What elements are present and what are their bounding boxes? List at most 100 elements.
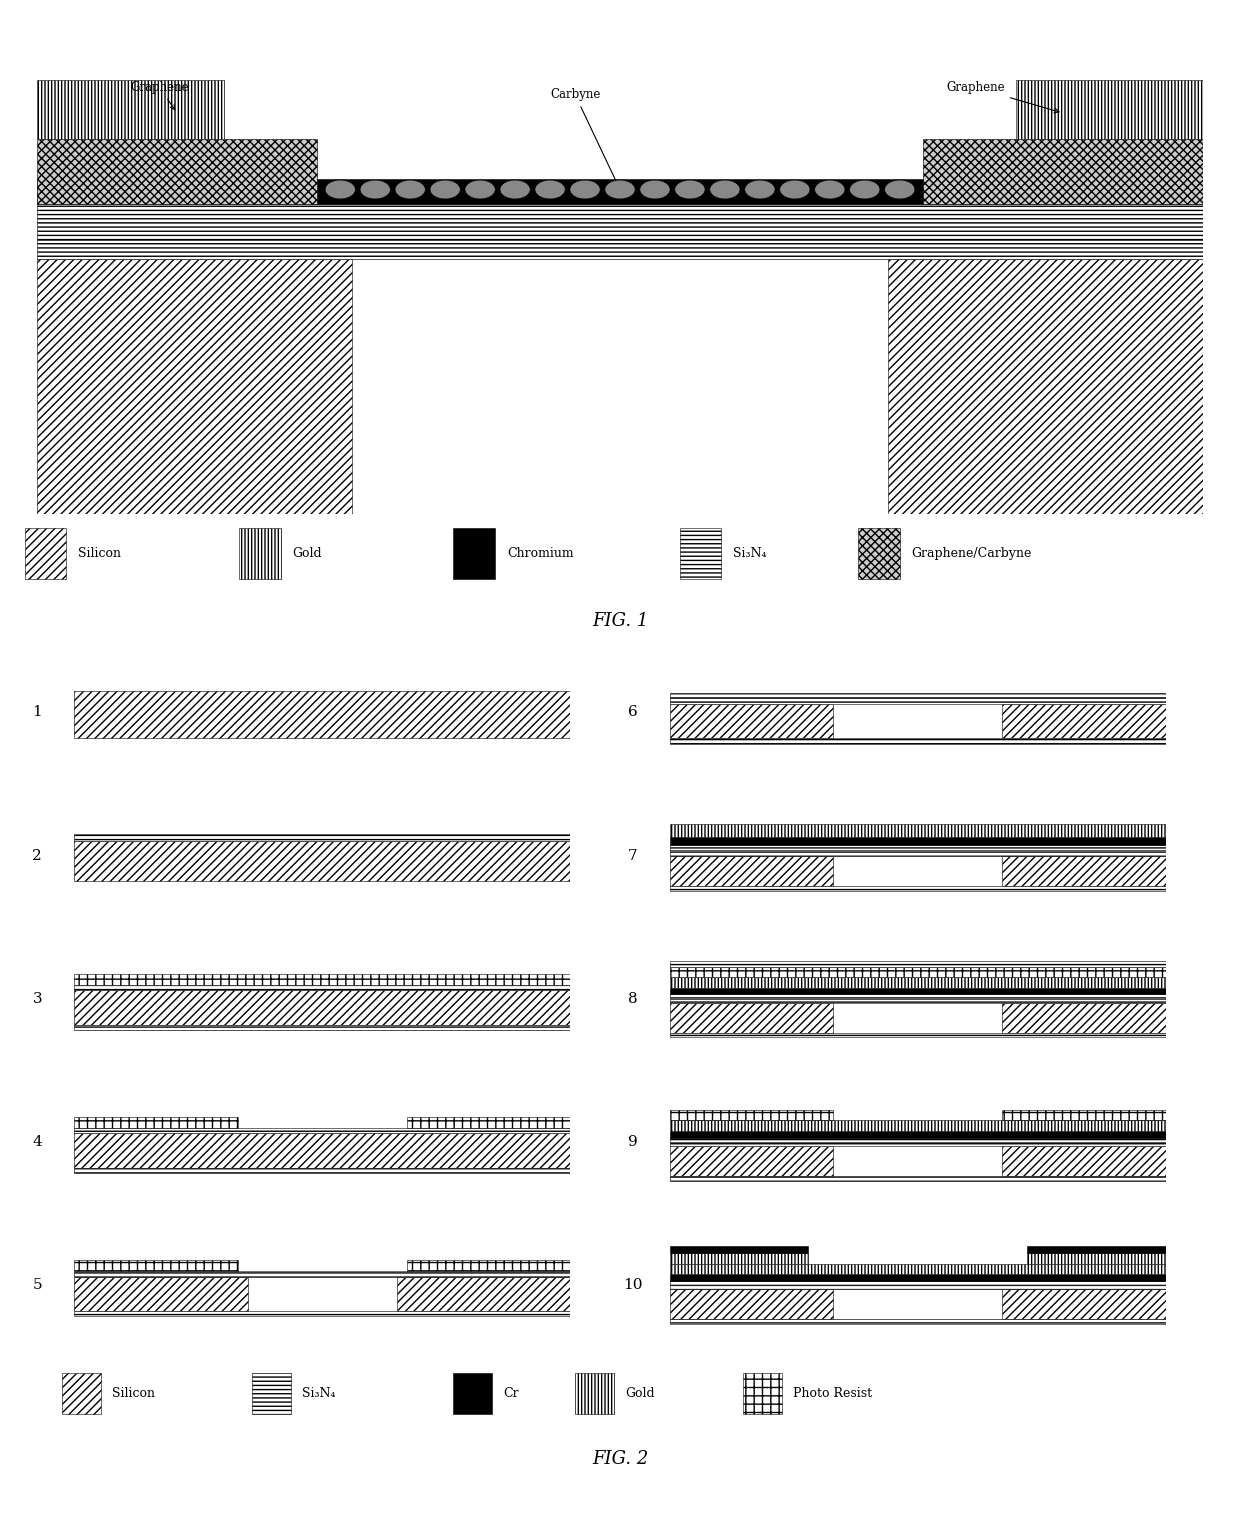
Bar [670, 1285, 1166, 1289]
Bar [670, 1263, 1166, 1274]
Bar [74, 973, 570, 984]
Circle shape [430, 179, 460, 199]
Bar [37, 222, 1203, 241]
Circle shape [325, 179, 356, 199]
Bar [670, 845, 1166, 851]
Text: Photo Resist: Photo Resist [794, 1387, 872, 1400]
Bar [670, 739, 1166, 744]
Circle shape [500, 179, 531, 199]
Text: Chromium: Chromium [507, 547, 574, 560]
Circle shape [465, 179, 495, 199]
Circle shape [745, 179, 775, 199]
Bar [1017, 80, 1203, 138]
Bar [74, 1260, 238, 1271]
Bar [74, 1168, 570, 1173]
Bar [74, 1128, 570, 1133]
Bar [670, 1121, 1166, 1131]
Bar [670, 699, 1166, 704]
Bar [74, 1133, 570, 1168]
Bar [397, 1277, 570, 1311]
Bar [1027, 1246, 1166, 1252]
Bar [670, 1110, 833, 1121]
Circle shape [780, 179, 810, 199]
Bar [670, 966, 1166, 977]
Bar [670, 886, 1166, 891]
Text: 10: 10 [622, 1279, 642, 1292]
Bar [74, 1277, 248, 1311]
Bar [62, 1374, 102, 1413]
Text: Carbyne: Carbyne [551, 89, 619, 185]
Bar [37, 138, 317, 204]
Bar [670, 987, 1166, 995]
Text: 1: 1 [32, 705, 42, 719]
Text: Graphene/Carbyne: Graphene/Carbyne [911, 547, 1032, 560]
Bar [454, 527, 495, 579]
Text: FIG. 1: FIG. 1 [591, 612, 649, 630]
Bar [239, 527, 280, 579]
Text: Gold: Gold [293, 547, 322, 560]
Bar [670, 1280, 1166, 1285]
Bar [453, 1374, 491, 1413]
Bar [1027, 1252, 1166, 1263]
Text: 8: 8 [627, 992, 637, 1006]
Text: Silicon: Silicon [112, 1387, 155, 1400]
Text: Graphene: Graphene [130, 81, 188, 110]
Bar [670, 851, 1166, 855]
Bar [670, 1289, 833, 1320]
Circle shape [360, 179, 391, 199]
Bar [670, 1246, 808, 1252]
Circle shape [849, 179, 880, 199]
Bar [670, 1176, 1166, 1180]
Circle shape [605, 179, 635, 199]
Bar [670, 1000, 1166, 1003]
Circle shape [709, 179, 740, 199]
Bar [25, 527, 67, 579]
Bar [1002, 1003, 1166, 1033]
Bar [670, 995, 1166, 1000]
Bar [670, 1147, 833, 1176]
Bar [670, 1003, 833, 1033]
Bar [74, 691, 570, 739]
Bar [37, 179, 1203, 204]
Circle shape [396, 179, 425, 199]
Text: FIG. 2: FIG. 2 [591, 1450, 649, 1469]
Bar [74, 1118, 238, 1128]
Bar [1002, 1147, 1166, 1176]
Text: Si₃N₄: Si₃N₄ [303, 1387, 336, 1400]
Bar [74, 834, 570, 840]
Bar [407, 1118, 570, 1128]
Bar [670, 961, 1166, 966]
Text: 4: 4 [32, 1134, 42, 1148]
Text: 2: 2 [32, 849, 42, 863]
Bar [74, 1311, 570, 1317]
Circle shape [884, 179, 915, 199]
Bar [37, 241, 1203, 259]
Circle shape [640, 179, 670, 199]
Bar [670, 693, 1166, 699]
Text: Silicon: Silicon [78, 547, 122, 560]
Text: Cr: Cr [503, 1387, 518, 1400]
Text: Si₃N₄: Si₃N₄ [733, 547, 766, 560]
Bar [74, 984, 570, 990]
Bar [670, 1274, 1166, 1280]
Bar [888, 259, 1203, 514]
Bar [670, 855, 833, 886]
Bar [923, 138, 1203, 204]
Text: 9: 9 [627, 1134, 637, 1148]
Text: 5: 5 [32, 1279, 42, 1292]
Bar [670, 1320, 1166, 1325]
Bar [670, 1131, 1166, 1137]
Bar [74, 1024, 570, 1030]
Bar [74, 1271, 570, 1277]
Text: 7: 7 [627, 849, 637, 863]
Bar [575, 1374, 615, 1413]
Bar [743, 1374, 781, 1413]
Bar [407, 1260, 570, 1271]
Bar [37, 259, 352, 514]
Bar [670, 837, 1166, 845]
Circle shape [675, 179, 706, 199]
Bar [1002, 704, 1166, 739]
Bar [37, 204, 1203, 222]
Bar [37, 80, 223, 138]
Bar [680, 527, 722, 579]
